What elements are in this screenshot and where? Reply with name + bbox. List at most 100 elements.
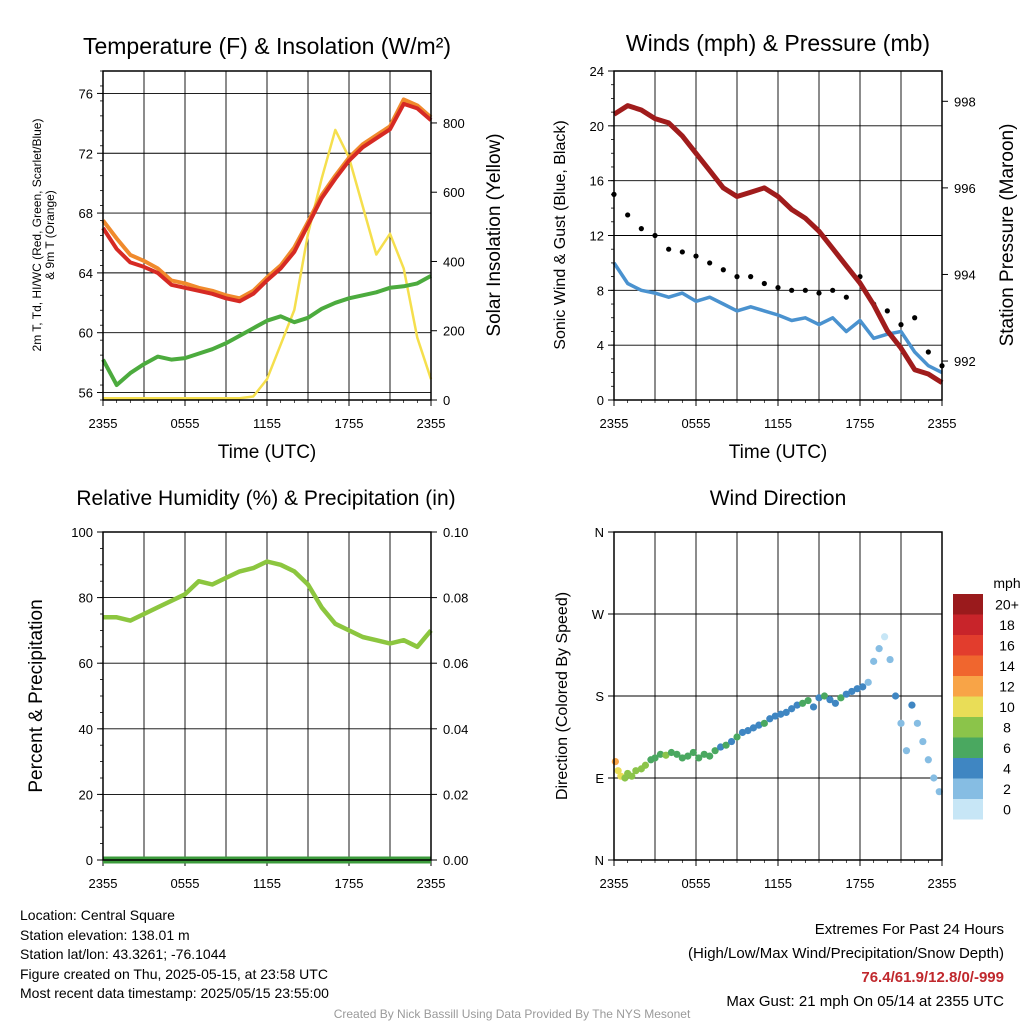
rh-y-tick-label: 100 [71, 525, 93, 540]
wind-direction-point [706, 752, 714, 760]
legend-swatch [953, 635, 983, 656]
temp-y-right-tick-label: 200 [443, 324, 465, 339]
humidity-panel: Relative Humidity (%) & Precipitation (i… [26, 487, 456, 793]
wind-direction-point [678, 754, 686, 762]
dir-plot-area: N E S W N 2355 0555 1155 1755 2355 [592, 525, 957, 891]
wind-direction-point [744, 727, 752, 735]
wind-direction-point [766, 715, 774, 723]
temperature-y-label-line1: 2m T, Td, HI/WC (Red, Green, Scarlet/Blu… [30, 119, 44, 352]
wind-direction-point [809, 703, 818, 711]
wind-plot-border [613, 70, 943, 401]
wind-direction-point [749, 724, 758, 732]
wind-direction-point [722, 741, 730, 749]
dewpoint-line [101, 274, 432, 387]
wind-direction-panel-title: Wind Direction [710, 487, 847, 510]
wind-y-right-tick-label: 998 [954, 94, 976, 109]
dir-y-tick-label: N [595, 525, 604, 540]
wind-y-tick-label: 16 [590, 174, 604, 189]
temp-x-tick-label: 1155 [253, 416, 281, 431]
wind-direction-point [848, 687, 856, 696]
wind-direction-point [881, 633, 889, 641]
max-gust: Max Gust: 21 mph On 05/14 at 2355 UTC [726, 993, 1004, 1010]
gust-point [802, 287, 808, 293]
winds-panel-title: Winds (mph) & Pressure (mb) [626, 30, 930, 56]
humidity-y-label: Percent & Precipitation [26, 599, 47, 792]
gust-point [761, 280, 767, 287]
rh-y-right-tick-label: 0.10 [443, 525, 468, 540]
rh-y-tick-label: 80 [79, 591, 93, 606]
wind-direction-point [614, 767, 622, 775]
rh-y-tick-label: 0 [86, 853, 93, 868]
wind-direction-point [837, 694, 845, 702]
gust-point [638, 226, 644, 232]
legend-swatch [953, 696, 983, 717]
wind-direction-point [853, 685, 861, 693]
legend-swatch [953, 758, 983, 779]
legend-swatch [953, 799, 983, 820]
wind-y-tick-label: 12 [590, 229, 604, 244]
wind-direction-point [897, 719, 905, 727]
temp-y-right-tick-label: 600 [443, 185, 465, 200]
legend-label: 0 [1003, 801, 1011, 817]
temperature-panel: Temperature (F) & Insolation (W/m²) Time… [30, 33, 505, 463]
legend-label: 10 [999, 699, 1015, 715]
wind-direction-point [667, 748, 676, 757]
legend-swatch [953, 676, 983, 697]
temp-x-tick-label: 2355 [417, 416, 446, 431]
dir-y-tick-label: E [595, 771, 604, 786]
temperature-y-label-line2: & 9m T (Orange) [43, 190, 57, 280]
temp-y-tick-label: 64 [79, 266, 93, 281]
station-pressure-line [612, 103, 944, 385]
legend-swatch [953, 778, 983, 799]
wind-direction-point [711, 747, 719, 755]
rh-y-tick-label: 60 [79, 656, 93, 671]
gust-point [720, 267, 726, 273]
wind-direction-point [651, 754, 659, 762]
legend-label: 2 [1003, 781, 1011, 797]
station-latlon: Station lat/lon: 43.3261; -76.1044 [20, 946, 227, 962]
legend-label: 18 [999, 617, 1015, 633]
wind-y-tick-label: 20 [590, 119, 604, 134]
dir-y-tick-label: S [595, 689, 604, 704]
gust-point [925, 349, 931, 355]
wind-y-tick-label: 0 [597, 393, 604, 408]
wind-direction-point [673, 750, 681, 758]
humidity-panel-title: Relative Humidity (%) & Precipitation (i… [76, 487, 455, 510]
figure-created: Figure created on Thu, 2025-05-15, at 23… [20, 965, 328, 982]
wind-direction-point [908, 701, 916, 709]
wind-direction-point [924, 756, 932, 764]
wind-plot-area: 0 4 8 12 16 20 24 992 994 996 998 2355 0555 1155 1755 2… [590, 64, 976, 431]
dir-x-tick-label: 2355 [600, 876, 629, 891]
temperature-panel-title: Temperature (F) & Insolation (W/m²) [83, 33, 451, 59]
wind-direction-point [804, 696, 812, 705]
wind-direction-point [815, 694, 823, 702]
station-location: Location: Central Square [20, 907, 175, 923]
wind-direction-point [662, 751, 670, 759]
wind-direction-point [913, 719, 922, 727]
dir-plot-border [613, 531, 943, 861]
wind-x-tick-label: 2355 [600, 416, 629, 431]
wind-x-tick-label: 2355 [928, 416, 957, 431]
wind-direction-point [738, 728, 747, 737]
station-elevation: Station elevation: 138.01 m [20, 926, 190, 943]
gust-point [748, 274, 754, 280]
temp-x-tick-label: 0555 [171, 416, 200, 431]
wind-y-right-tick-label: 994 [954, 267, 976, 282]
9m-temp-line [101, 97, 433, 301]
legend-label: 8 [1003, 719, 1011, 735]
legend-label: 12 [999, 678, 1015, 694]
wind-direction-point [930, 774, 938, 782]
rh-x-tick-label: 1755 [335, 876, 364, 891]
wind-direction-point [820, 692, 829, 700]
legend-swatch [953, 655, 983, 676]
rh-x-tick-label: 1155 [253, 876, 281, 891]
rh-y-right-tick-label: 0.02 [443, 787, 468, 802]
wind-direction-point [935, 788, 943, 796]
wind-x-tick-label: 1155 [764, 416, 792, 431]
wind-direction-point [628, 772, 636, 780]
wind-direction-point [842, 690, 850, 698]
rh-y-right-tick-label: 0.06 [443, 656, 468, 671]
wind-direction-point [689, 748, 697, 757]
wind-direction-point [875, 645, 883, 653]
